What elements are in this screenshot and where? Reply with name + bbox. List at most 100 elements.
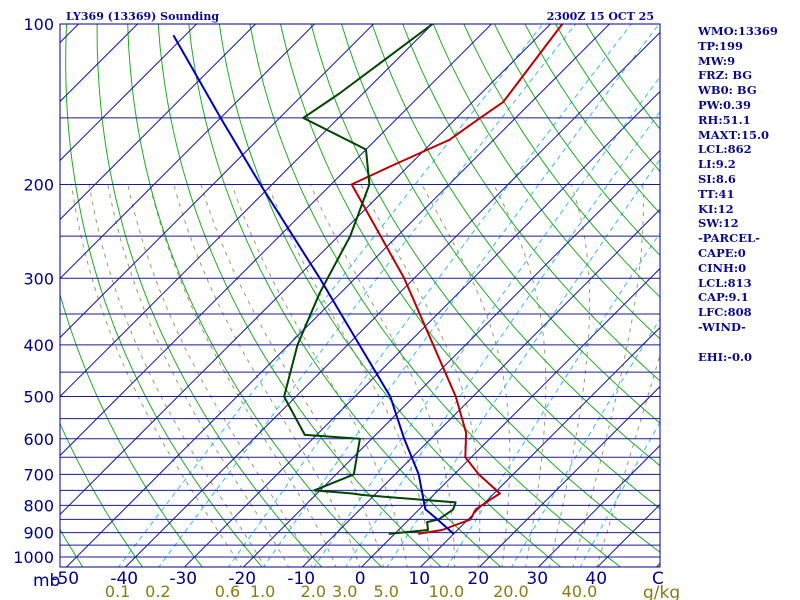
dry-adiabat--50 xyxy=(60,528,84,567)
mixing-ratio-line-0.6 xyxy=(227,24,632,567)
pressure-tick-label: 300 xyxy=(23,269,54,288)
dry-adiabat-60 xyxy=(310,24,660,510)
moist-adiabat-8 xyxy=(231,184,408,567)
mixing-ratio-label: 2.0 xyxy=(301,582,326,600)
mixing-ratio-line-5 xyxy=(386,158,660,567)
isotherms xyxy=(60,24,660,567)
mixing-ratio-unit-label: g/kg xyxy=(643,583,680,600)
chart-title: LY369 (13369) Sounding xyxy=(66,10,219,23)
pressure-unit-label: mb xyxy=(33,571,60,591)
temperature-tick-label: -10 xyxy=(287,569,315,589)
plot-frame xyxy=(59,23,661,568)
isotherm--40 xyxy=(124,31,660,567)
dry-adiabat-100 xyxy=(432,24,660,340)
index-item: MW:9 xyxy=(698,53,736,68)
index-item: CAP:9.1 xyxy=(698,290,749,305)
index-item: LFC:808 xyxy=(698,305,752,320)
index-item: LCL:813 xyxy=(698,275,752,290)
index-item: CINH:0 xyxy=(698,260,747,275)
index-item: LI:9.2 xyxy=(698,157,736,172)
isotherm-0 xyxy=(360,267,660,567)
index-item: PW:0.39 xyxy=(698,97,752,112)
temperature-tick-label: -30 xyxy=(169,569,197,589)
mixing-ratio-label: 10.0 xyxy=(429,582,465,600)
pressure-tick-label: 600 xyxy=(23,430,54,449)
temperature-tick-label: -50 xyxy=(51,569,79,589)
moist-adiabats xyxy=(70,184,660,567)
dry-adiabat-80 xyxy=(371,24,660,424)
index-item: TT:41 xyxy=(698,186,735,201)
mixing-ratio-label: 0.1 xyxy=(105,582,130,600)
sounding-indices-list: WMO:13369 TP:199 MW:9 FRZ: BG WB0: BG PW:0.39… xyxy=(698,24,778,364)
dewpoint-trace xyxy=(283,24,457,535)
moist-adiabat--12 xyxy=(107,184,290,567)
dry-adiabat-120 xyxy=(493,24,660,256)
isotherm--60 xyxy=(60,24,551,516)
parcel-trace xyxy=(172,34,455,535)
moist-adiabat-24 xyxy=(421,184,511,567)
pressure-tick-label: 100 xyxy=(23,15,54,34)
index-item xyxy=(698,335,778,350)
index-item: WB0: BG xyxy=(698,83,757,98)
mixing-ratio-label: 3.0 xyxy=(332,582,357,600)
index-item: CAPE:0 xyxy=(698,245,746,260)
dry-adiabat-10 xyxy=(157,24,442,567)
pressure-tick-label: 200 xyxy=(23,175,54,194)
dry-adiabat-110 xyxy=(463,24,660,298)
dry-adiabats xyxy=(60,24,660,567)
temperature-tick-label: 20 xyxy=(467,569,489,589)
index-item: -PARCEL- xyxy=(698,231,760,246)
temperature-trace xyxy=(350,24,564,535)
index-item: RH:51.1 xyxy=(698,112,751,127)
isotherm-30 xyxy=(537,444,660,567)
mixing-ratio-line-0.2 xyxy=(158,24,576,567)
pressure-tick-labels: 100 200 300 400 500 600 700 800 900 1000 xyxy=(13,15,54,567)
dry-adiabat-50 xyxy=(280,24,660,553)
mixing-ratio-label: 0.6 xyxy=(215,582,240,600)
isotherm--100 xyxy=(60,24,315,280)
index-item: SI:8.6 xyxy=(698,171,736,186)
dry-adiabat--20 xyxy=(65,24,263,567)
isotherm--110 xyxy=(60,24,256,221)
mixing-ratio-label: 0.2 xyxy=(145,582,170,600)
isotherm--50 xyxy=(65,24,610,567)
chart-timestamp: 2300Z 15 OCT 25 xyxy=(547,10,654,23)
temperature-tick-label: -20 xyxy=(228,569,256,589)
mixing-ratio-labels: 0.1 0.2 0.6 1.0 2.0 3.0 5.0 10.0 20.0 40.0 xyxy=(105,582,597,600)
dry-adiabat-90 xyxy=(402,24,660,382)
moist-adiabat-28 xyxy=(493,184,547,567)
dry-adiabat--40 xyxy=(60,422,144,567)
isotherm--90 xyxy=(60,24,374,339)
temperature-tick-labels: -50 -40 -30 -20 -10 0 10 20 30 40 xyxy=(51,569,607,589)
dry-adiabat--10 xyxy=(96,24,323,567)
dry-adiabat--30 xyxy=(60,292,203,567)
pressure-tick-label: 700 xyxy=(23,465,54,484)
temperature-tick-label: 30 xyxy=(526,569,548,589)
pressure-tick-label: 1000 xyxy=(13,548,54,567)
moist-adiabat--16 xyxy=(88,184,266,567)
index-item: SW:12 xyxy=(698,216,739,231)
pressure-tick-label: 400 xyxy=(23,336,54,355)
mixing-ratio-label: 20.0 xyxy=(493,582,529,600)
dry-adiabat-30 xyxy=(218,24,562,567)
index-item: TP:199 xyxy=(698,38,744,53)
moist-adiabat--20 xyxy=(70,184,242,567)
temperature-unit-label: C xyxy=(652,569,664,589)
moist-adiabat-32 xyxy=(548,184,591,567)
pressure-tick-label: 500 xyxy=(23,388,54,407)
mixing-ratio-line-10 xyxy=(446,232,660,567)
mixing-ratio-label: 1.0 xyxy=(250,582,275,600)
index-item: EHI:-0.0 xyxy=(698,349,753,364)
temperature-tick-label: 0 xyxy=(355,569,366,589)
index-item: FRZ: BG xyxy=(698,68,753,83)
moist-adiabat-12 xyxy=(267,184,432,567)
index-item: KI:12 xyxy=(698,201,734,216)
moist-adiabat--4 xyxy=(149,184,337,567)
moist-adiabat--8 xyxy=(127,184,313,567)
sounding-traces xyxy=(172,24,564,535)
isotherm--80 xyxy=(60,24,433,398)
temperature-tick-label: -40 xyxy=(110,569,138,589)
dry-adiabat-20 xyxy=(188,24,502,567)
temperature-tick-label: 40 xyxy=(585,569,607,589)
